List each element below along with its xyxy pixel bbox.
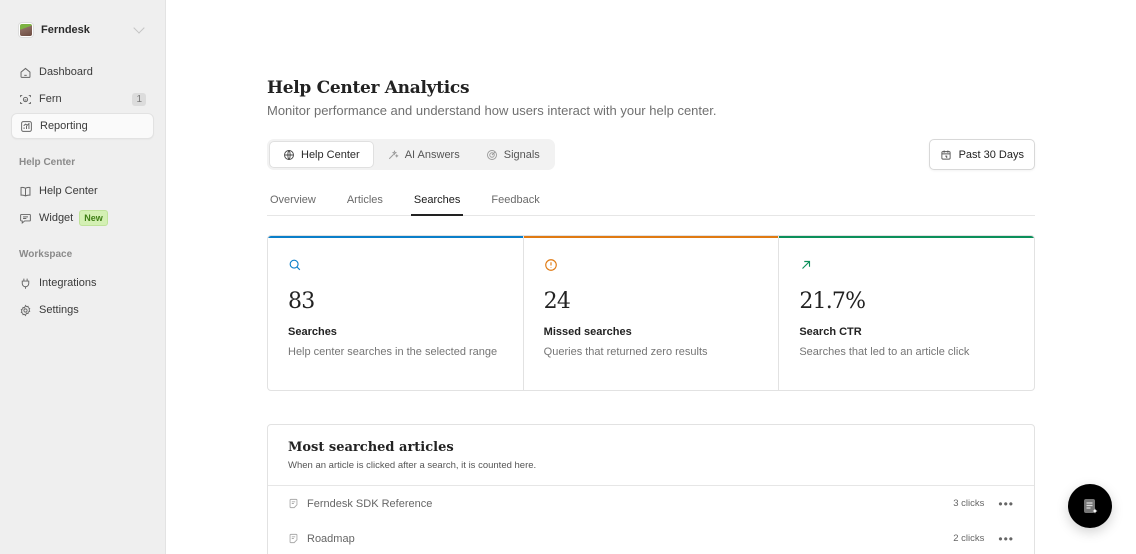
stat-card-searches: 83 Searches Help center searches in the …	[268, 236, 524, 390]
sidebar-item-label: Help Center	[39, 185, 98, 197]
radar-icon	[486, 149, 497, 160]
more-options-icon[interactable]: •••	[998, 496, 1014, 511]
article-title[interactable]: Ferndesk SDK Reference	[307, 497, 433, 510]
click-count: 3 clicks	[953, 498, 985, 509]
gear-icon	[19, 304, 32, 317]
stat-description: Queries that returned zero results	[543, 346, 708, 358]
tab-feedback[interactable]: Feedback	[491, 194, 540, 206]
page-title: Help Center Analytics	[267, 78, 470, 98]
arrow-up-right-icon	[802, 260, 811, 269]
notification-count: 1	[132, 92, 146, 106]
compose-note-icon	[1084, 499, 1098, 514]
chat-assistant-button[interactable]	[1068, 484, 1112, 528]
card-title: Most searched articles	[288, 440, 454, 455]
segment-label: Signals	[503, 148, 540, 161]
chevron-down-icon	[133, 22, 145, 34]
home-icon	[19, 66, 32, 79]
document-icon	[289, 533, 298, 544]
card-subtitle: When an article is clicked after a searc…	[288, 460, 537, 471]
workspace-logo	[19, 23, 33, 37]
sidebar-item-label: Settings	[39, 304, 79, 316]
analytics-tabs: Overview Articles Searches Feedback	[267, 185, 1035, 216]
source-segmented-control: Help Center AI Answers Signals	[267, 139, 555, 170]
plug-icon	[19, 277, 32, 290]
chart-icon	[20, 120, 33, 133]
toolbar: Help Center AI Answers Signals Past 30 D…	[267, 139, 1035, 170]
search-icon	[289, 259, 301, 271]
article-row[interactable]: Ferndesk SDK Reference 3 clicks •••	[268, 486, 1034, 521]
sidebar-item-integrations[interactable]: Integrations	[11, 270, 154, 296]
workspace-switcher[interactable]: Ferndesk	[11, 15, 154, 45]
sidebar-item-label: Dashboard	[39, 66, 93, 78]
tab-articles[interactable]: Articles	[346, 194, 383, 206]
sidebar-item-label: Fern	[39, 93, 62, 105]
sidebar: Ferndesk Dashboard Fern 1 Reporting Help…	[0, 0, 166, 554]
segment-signals[interactable]: Signals	[473, 141, 553, 168]
segment-label: Help Center	[301, 148, 360, 161]
stats-row: 83 Searches Help center searches in the …	[267, 235, 1035, 391]
stat-value: 24	[543, 289, 571, 314]
segment-ai-answers[interactable]: AI Answers	[374, 141, 473, 168]
stat-label: Search CTR	[799, 326, 862, 338]
segment-label: AI Answers	[404, 148, 460, 161]
click-count: 2 clicks	[953, 533, 985, 544]
document-icon	[289, 498, 298, 509]
sidebar-item-dashboard[interactable]: Dashboard	[11, 59, 154, 85]
stat-card-missed-searches: 24 Missed searches Queries that returned…	[523, 236, 780, 390]
sidebar-item-reporting[interactable]: Reporting	[11, 113, 154, 139]
stat-label: Searches	[288, 326, 337, 338]
sidebar-item-fern[interactable]: Fern 1	[11, 86, 154, 112]
page-subtitle: Monitor performance and understand how u…	[267, 103, 717, 118]
stat-description: Help center searches in the selected ran…	[288, 346, 498, 358]
stat-value: 83	[288, 289, 315, 314]
article-row[interactable]: Roadmap 2 clicks •••	[268, 521, 1034, 554]
globe-icon	[284, 149, 294, 160]
workspace-name: Ferndesk	[41, 24, 90, 36]
more-options-icon[interactable]: •••	[998, 531, 1014, 546]
sparkle-icon	[388, 149, 399, 159]
book-icon	[19, 185, 32, 198]
main-content: Help Center Analytics Monitor performanc…	[166, 0, 1136, 554]
stat-card-search-ctr: 21.7% Search CTR Searches that led to an…	[779, 236, 1034, 390]
segment-help-center[interactable]: Help Center	[269, 141, 374, 168]
sidebar-item-label: Reporting	[40, 120, 88, 132]
message-icon	[19, 212, 32, 225]
date-range-label: Past 30 Days	[958, 148, 1024, 161]
sidebar-item-settings[interactable]: Settings	[11, 297, 154, 323]
sidebar-item-label: Widget	[39, 212, 74, 224]
section-label-workspace: Workspace	[19, 249, 73, 260]
tab-searches[interactable]: Searches	[410, 185, 464, 216]
sidebar-item-label: Integrations	[39, 277, 97, 289]
alert-circle-icon	[544, 259, 557, 271]
new-badge: New	[79, 210, 108, 226]
most-searched-articles-card: Most searched articles When an article i…	[267, 424, 1035, 554]
sidebar-item-help-center[interactable]: Help Center	[11, 178, 154, 204]
stat-value: 21.7%	[799, 289, 866, 314]
section-label-help-center: Help Center	[19, 157, 76, 168]
tab-overview[interactable]: Overview	[270, 194, 316, 206]
date-range-button[interactable]: Past 30 Days	[928, 139, 1035, 170]
calendar-icon	[941, 150, 951, 160]
stat-label: Missed searches	[543, 326, 632, 338]
sidebar-item-widget[interactable]: Widget New	[11, 205, 154, 231]
stat-description: Searches that led to an article click	[799, 346, 970, 358]
primary-nav: Dashboard Fern 1 Reporting	[11, 59, 154, 139]
bot-icon	[19, 93, 32, 106]
article-title[interactable]: Roadmap	[307, 532, 355, 545]
